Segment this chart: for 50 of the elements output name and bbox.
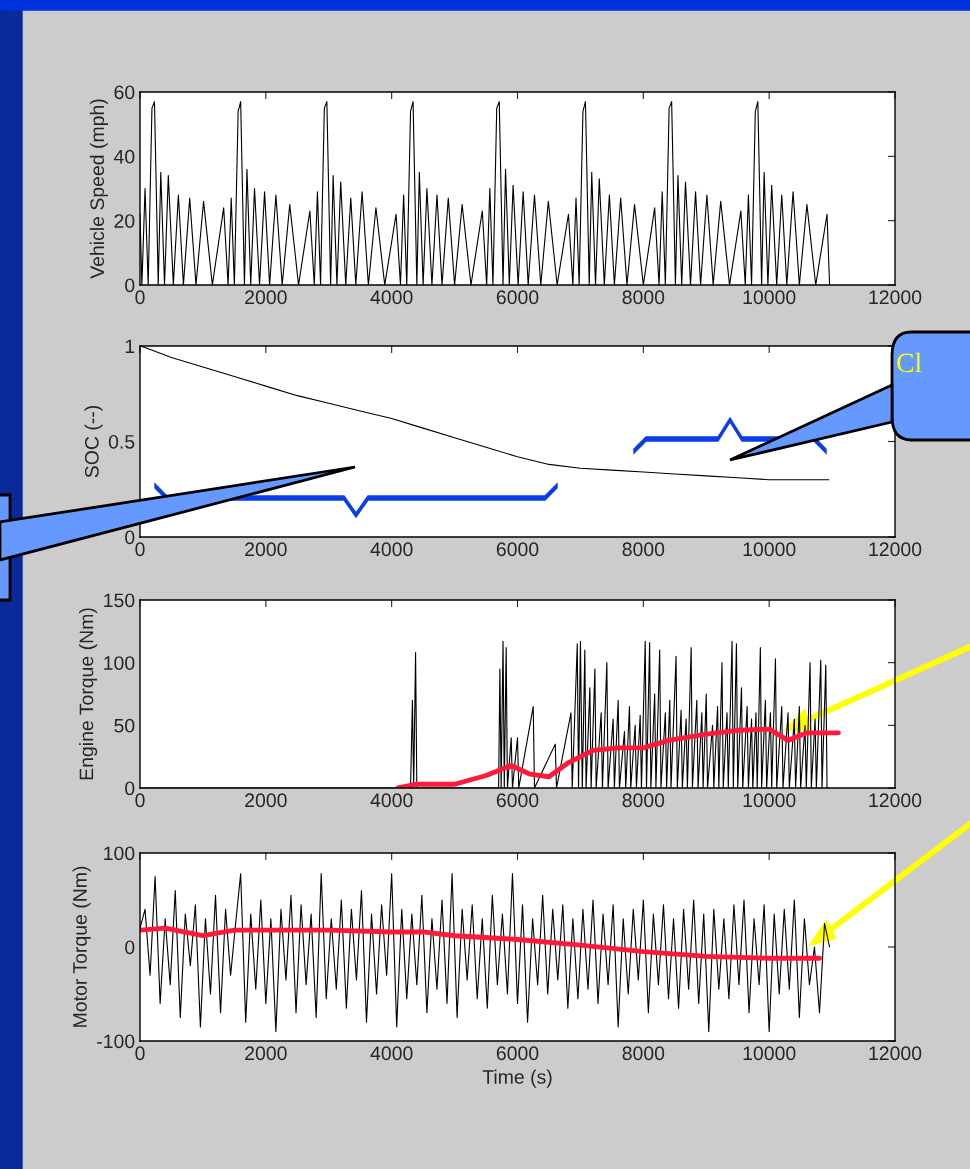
x-tick-label: 8000: [622, 1046, 665, 1061]
x-tick-label: 6000: [496, 1046, 539, 1061]
y-tick-label: -100: [97, 1034, 135, 1049]
text: Cl: [897, 352, 922, 373]
y-tick-label: 60: [114, 85, 135, 100]
x-tick-label: 2000: [245, 542, 287, 557]
x-tick-label: 10000: [743, 542, 796, 557]
y-tick-label: 100: [104, 846, 135, 861]
x-tick-label: 10000: [743, 290, 796, 305]
x-tick-label: 12000: [869, 793, 922, 808]
y-tick-label: 150: [104, 593, 135, 608]
x-tick-label: 2000: [245, 793, 287, 808]
y-tick-label: 40: [113, 149, 135, 164]
y-tick-label: 0: [125, 781, 135, 796]
line-series: [395, 726, 841, 788]
x-tick-label: 12000: [869, 542, 922, 557]
x-tick-label: 10000: [743, 1046, 796, 1061]
x-tick-label: 2000: [245, 290, 287, 305]
x-tick-label: 4000: [370, 542, 413, 557]
x-tick-label: 0: [135, 290, 145, 305]
x-tick-label: 4000: [370, 290, 413, 305]
x-tick-label: 0: [135, 542, 145, 557]
x-tick-label: 6000: [496, 542, 539, 557]
y-axis-title: Engine Torque (Nm): [79, 608, 98, 780]
x-tick-label: 4000: [370, 793, 413, 808]
y-tick-label: 100: [104, 656, 135, 670]
x-tick-label: 8000: [622, 290, 665, 305]
x-tick-label: 2000: [245, 1046, 287, 1061]
y-axis-title: Vehicle Speed (mph): [89, 99, 108, 279]
x-tick-label: 10000: [743, 793, 796, 808]
x-tick-label: 8000: [622, 542, 665, 557]
x-tick-label: 6000: [496, 793, 539, 808]
x-tick-label: 12000: [869, 290, 922, 305]
x-tick-label: 0: [135, 1046, 145, 1061]
y-tick-label: 1: [125, 339, 135, 354]
y-axis-title: SOC (--): [84, 405, 103, 478]
x-axis-title: Time (s): [482, 1069, 552, 1088]
y-tick-label: 0.5: [108, 434, 135, 449]
x-tick-label: 6000: [496, 290, 539, 305]
x-tick-label: 0: [135, 793, 145, 808]
y-tick-label: 0: [125, 530, 135, 545]
y-tick-label: 20: [114, 214, 135, 228]
y-tick-label: 0: [125, 940, 135, 955]
y-tick-label: 0: [125, 278, 135, 293]
x-tick-label: 12000: [869, 1046, 922, 1061]
x-tick-label: 8000: [622, 793, 665, 808]
line-series: [140, 925, 822, 961]
y-axis-title: Motor Torque (Nm): [72, 866, 91, 1027]
x-tick-label: 4000: [370, 1046, 413, 1061]
y-tick-label: 50: [114, 718, 135, 733]
